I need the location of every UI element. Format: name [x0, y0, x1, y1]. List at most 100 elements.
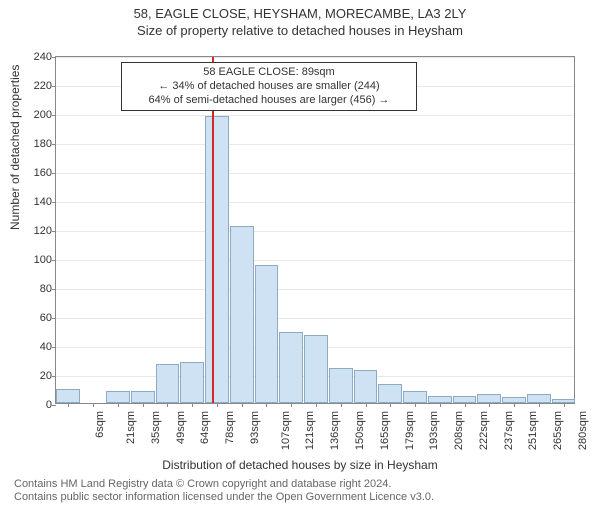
annotation-line3: 64% of semi-detached houses are larger (… [130, 94, 408, 108]
grid-line [56, 289, 574, 290]
y-tick-label: 240 [22, 51, 56, 63]
x-tick-label: 237sqm [501, 411, 515, 450]
y-tick-label: 20 [22, 370, 56, 382]
x-tick-label: 165sqm [377, 411, 391, 450]
histogram-bar [205, 116, 229, 403]
x-tick-label: 193sqm [426, 411, 440, 450]
histogram-bar [329, 368, 353, 403]
y-tick-label: 100 [22, 254, 56, 266]
y-tick-mark [52, 318, 56, 319]
x-tick-label: 121sqm [303, 411, 317, 450]
x-tick-mark [465, 403, 466, 407]
x-tick-label: 208sqm [451, 411, 465, 450]
chart-plot-area: 0204060801001201401601802002202406sqm21s… [55, 56, 575, 404]
y-tick-mark [52, 144, 56, 145]
histogram-bar [354, 370, 378, 403]
y-tick-label: 60 [22, 312, 56, 324]
x-tick-mark [316, 403, 317, 407]
histogram-bar [279, 332, 303, 403]
x-tick-label: 107sqm [278, 411, 292, 450]
x-tick-mark [390, 403, 391, 407]
y-tick-label: 180 [22, 138, 56, 150]
x-tick-mark [440, 403, 441, 407]
y-tick-mark [52, 376, 56, 377]
histogram-bar [180, 362, 204, 403]
x-tick-mark [192, 403, 193, 407]
grid-line [56, 115, 574, 116]
histogram-bar [453, 396, 477, 403]
chart-title-line2: Size of property relative to detached ho… [0, 23, 600, 38]
copyright-line2: Contains public sector information licen… [14, 491, 434, 504]
y-tick-mark [52, 86, 56, 87]
y-tick-label: 40 [22, 341, 56, 353]
grid-line [56, 318, 574, 319]
x-tick-mark [217, 403, 218, 407]
histogram-bar [527, 394, 551, 403]
y-tick-mark [52, 260, 56, 261]
x-tick-label: 251sqm [525, 411, 539, 450]
x-tick-mark [118, 403, 119, 407]
x-tick-label: 35sqm [148, 411, 162, 444]
x-tick-mark [366, 403, 367, 407]
x-tick-mark [167, 403, 168, 407]
x-tick-mark [489, 403, 490, 407]
grid-line [56, 260, 574, 261]
x-tick-label: 222sqm [476, 411, 490, 450]
histogram-bar [56, 389, 80, 404]
copyright-text: Contains HM Land Registry data © Crown c… [14, 478, 434, 504]
grid-line [56, 231, 574, 232]
x-tick-label: 93sqm [247, 411, 261, 444]
y-tick-mark [52, 173, 56, 174]
x-tick-label: 6sqm [92, 411, 106, 438]
y-tick-mark [52, 202, 56, 203]
x-tick-mark [68, 403, 69, 407]
y-axis-label: Number of detached properties [8, 65, 22, 230]
x-tick-mark [341, 403, 342, 407]
x-tick-mark [514, 403, 515, 407]
histogram-bar [255, 265, 279, 403]
grid-line [56, 173, 574, 174]
y-tick-label: 220 [22, 80, 56, 92]
plot-region: 0204060801001201401601802002202406sqm21s… [55, 56, 575, 404]
x-tick-label: 179sqm [402, 411, 416, 450]
x-tick-mark [143, 403, 144, 407]
x-tick-mark [93, 403, 94, 407]
x-tick-label: 265sqm [550, 411, 564, 450]
x-tick-label: 280sqm [575, 411, 589, 450]
x-tick-label: 150sqm [352, 411, 366, 450]
y-tick-label: 0 [22, 399, 56, 411]
chart-title-line1: 58, EAGLE CLOSE, HEYSHAM, MORECAMBE, LA3… [0, 6, 600, 21]
y-tick-label: 140 [22, 196, 56, 208]
grid-line [56, 57, 574, 58]
histogram-bar [156, 364, 180, 403]
histogram-bar [378, 384, 402, 403]
x-tick-mark [291, 403, 292, 407]
y-tick-mark [52, 115, 56, 116]
x-tick-mark [242, 403, 243, 407]
x-tick-label: 49sqm [173, 411, 187, 444]
y-tick-mark [52, 231, 56, 232]
y-tick-mark [52, 347, 56, 348]
x-tick-mark [564, 403, 565, 407]
x-tick-mark [539, 403, 540, 407]
histogram-bar [403, 391, 427, 403]
histogram-bar [428, 396, 452, 403]
y-tick-mark [52, 405, 56, 406]
x-tick-mark [415, 403, 416, 407]
annotation-line1: 58 EAGLE CLOSE: 89sqm [130, 66, 408, 80]
x-tick-mark [266, 403, 267, 407]
y-tick-mark [52, 57, 56, 58]
y-tick-label: 80 [22, 283, 56, 295]
annotation-line2: ← 34% of detached houses are smaller (24… [130, 80, 408, 94]
histogram-bar [304, 335, 328, 403]
annotation-box: 58 EAGLE CLOSE: 89sqm← 34% of detached h… [121, 62, 417, 111]
x-tick-label: 21sqm [123, 411, 137, 444]
y-tick-label: 160 [22, 167, 56, 179]
copyright-line1: Contains HM Land Registry data © Crown c… [14, 478, 434, 491]
y-tick-label: 120 [22, 225, 56, 237]
histogram-bar [131, 391, 155, 403]
y-tick-mark [52, 289, 56, 290]
x-axis-label: Distribution of detached houses by size … [0, 458, 600, 472]
grid-line [56, 202, 574, 203]
x-tick-label: 136sqm [327, 411, 341, 450]
